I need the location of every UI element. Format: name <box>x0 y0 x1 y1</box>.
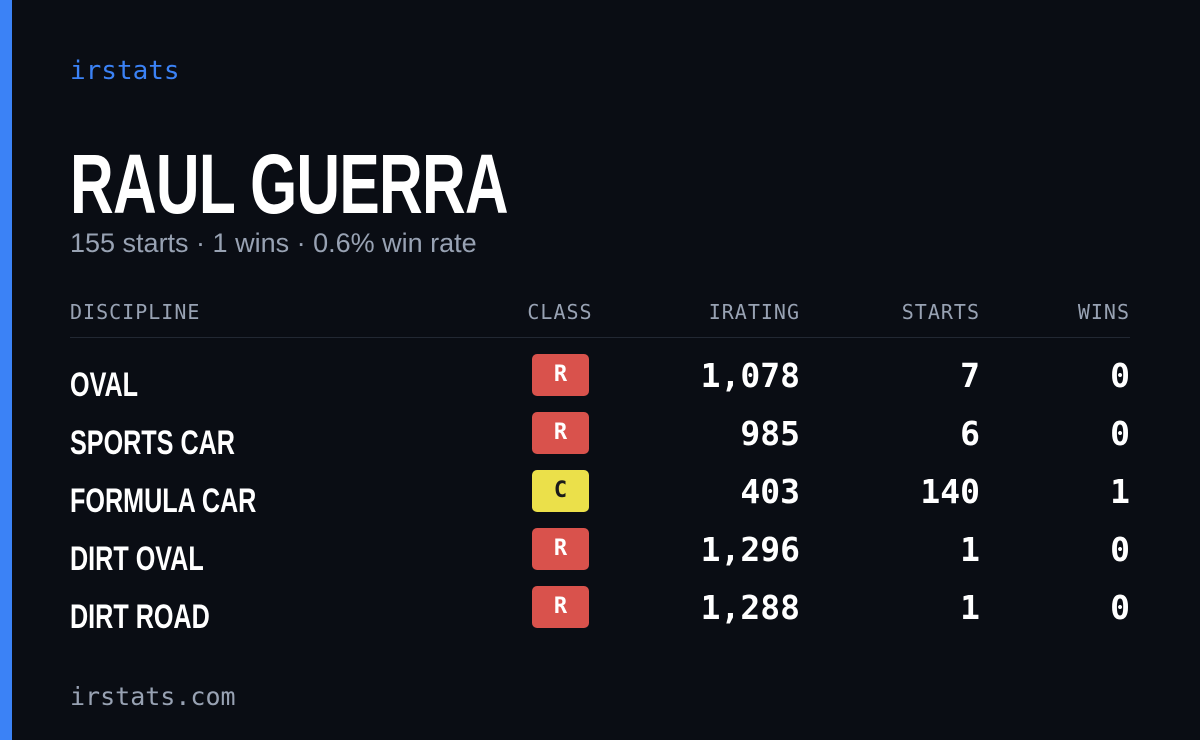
class-badge: C <box>532 470 589 512</box>
starts: 1 <box>960 530 980 569</box>
class-badge: R <box>532 586 589 628</box>
starts: 1 <box>960 588 980 627</box>
class-badge: R <box>532 528 589 570</box>
accent-bar <box>0 0 12 740</box>
wins: 0 <box>1110 588 1130 627</box>
wins: 0 <box>1110 530 1130 569</box>
column-header: STARTS <box>901 300 980 324</box>
column-header: WINS <box>1077 300 1130 324</box>
discipline: DIRT OVAL <box>70 540 204 578</box>
wins: 1 <box>1110 472 1130 511</box>
irating: 985 <box>740 414 800 453</box>
starts: 6 <box>960 414 980 453</box>
header-rule <box>70 337 1130 338</box>
wins: 0 <box>1110 356 1130 395</box>
irating: 1,288 <box>700 588 800 627</box>
discipline: SPORTS CAR <box>70 424 235 462</box>
irating: 1,296 <box>700 530 800 569</box>
driver-name: RAUL GUERRA <box>70 137 509 231</box>
irating: 1,078 <box>700 356 800 395</box>
driver-summary: 155 starts · 1 wins · 0.6% win rate <box>70 228 477 258</box>
discipline: FORMULA CAR <box>70 482 257 520</box>
discipline: OVAL <box>70 366 139 404</box>
footer: irstats.com <box>70 682 236 711</box>
column-header: IRATING <box>708 300 800 324</box>
brand: irstats <box>70 56 180 86</box>
class-badge: R <box>532 412 589 454</box>
class-badge: R <box>532 354 589 396</box>
irating: 403 <box>740 472 800 511</box>
column-header: CLASS <box>527 300 593 324</box>
discipline: DIRT ROAD <box>70 598 210 636</box>
starts: 7 <box>960 356 980 395</box>
column-header: DISCIPLINE <box>70 300 201 324</box>
starts: 140 <box>920 472 980 511</box>
wins: 0 <box>1110 414 1130 453</box>
